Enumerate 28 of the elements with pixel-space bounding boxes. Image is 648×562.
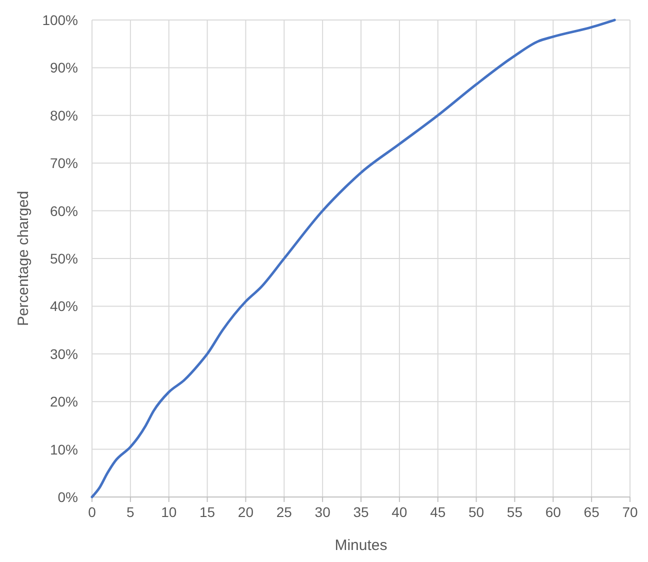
x-tick-label: 55 <box>506 504 523 520</box>
y-tick-label: 100% <box>42 12 78 28</box>
y-tick-label: 0% <box>58 489 78 505</box>
y-tick-label: 10% <box>50 441 78 458</box>
x-tick-label: 0 <box>88 504 96 520</box>
x-tick-label: 15 <box>199 504 216 520</box>
x-tick-label: 70 <box>622 504 638 520</box>
y-tick-label: 20% <box>50 394 78 410</box>
y-tick-label: 80% <box>50 107 78 124</box>
x-tick-label: 25 <box>276 504 292 520</box>
x-tick-label: 45 <box>430 504 446 520</box>
x-tick-label: 50 <box>468 504 484 520</box>
x-tick-label: 40 <box>392 504 408 520</box>
x-tick-label: 30 <box>314 504 331 520</box>
y-axis-title: Percentage charged <box>15 190 32 326</box>
y-tick-label: 90% <box>50 60 78 76</box>
y-tick-label: 50% <box>50 250 78 266</box>
x-tick-label: 5 <box>126 504 135 520</box>
x-tick-label: 65 <box>584 504 600 520</box>
y-tick-label: 40% <box>50 298 78 314</box>
x-tick-label: 10 <box>161 504 177 520</box>
x-tick-label: 35 <box>353 504 369 520</box>
x-axis-title: Minutes <box>334 537 388 554</box>
x-tick-label: 20 <box>238 504 254 520</box>
x-tick-label: 60 <box>545 504 562 520</box>
y-tick-label: 60% <box>50 202 78 219</box>
y-tick-label: 70% <box>50 155 78 172</box>
y-tick-label: 30% <box>50 346 78 362</box>
